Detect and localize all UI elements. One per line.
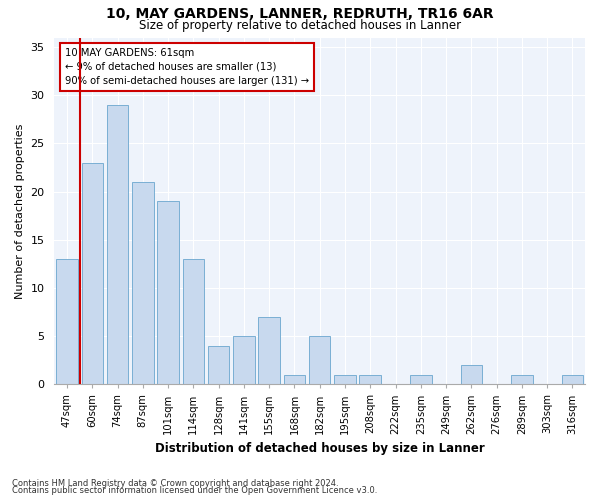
Bar: [132, 182, 154, 384]
Text: Contains HM Land Registry data © Crown copyright and database right 2024.: Contains HM Land Registry data © Crown c…: [12, 478, 338, 488]
Bar: [182, 259, 204, 384]
Bar: [259, 317, 280, 384]
Text: 10, MAY GARDENS, LANNER, REDRUTH, TR16 6AR: 10, MAY GARDENS, LANNER, REDRUTH, TR16 6…: [106, 8, 494, 22]
Bar: [157, 201, 179, 384]
Bar: [359, 374, 381, 384]
Bar: [410, 374, 431, 384]
Bar: [208, 346, 229, 385]
Bar: [511, 374, 533, 384]
Text: Contains public sector information licensed under the Open Government Licence v3: Contains public sector information licen…: [12, 486, 377, 495]
Text: Size of property relative to detached houses in Lanner: Size of property relative to detached ho…: [139, 18, 461, 32]
X-axis label: Distribution of detached houses by size in Lanner: Distribution of detached houses by size …: [155, 442, 485, 455]
Bar: [461, 365, 482, 384]
Bar: [233, 336, 254, 384]
Text: 10 MAY GARDENS: 61sqm
← 9% of detached houses are smaller (13)
90% of semi-detac: 10 MAY GARDENS: 61sqm ← 9% of detached h…: [65, 48, 309, 86]
Y-axis label: Number of detached properties: Number of detached properties: [15, 123, 25, 298]
Bar: [107, 105, 128, 384]
Bar: [82, 162, 103, 384]
Bar: [562, 374, 583, 384]
Bar: [284, 374, 305, 384]
Bar: [56, 259, 78, 384]
Bar: [309, 336, 331, 384]
Bar: [334, 374, 356, 384]
